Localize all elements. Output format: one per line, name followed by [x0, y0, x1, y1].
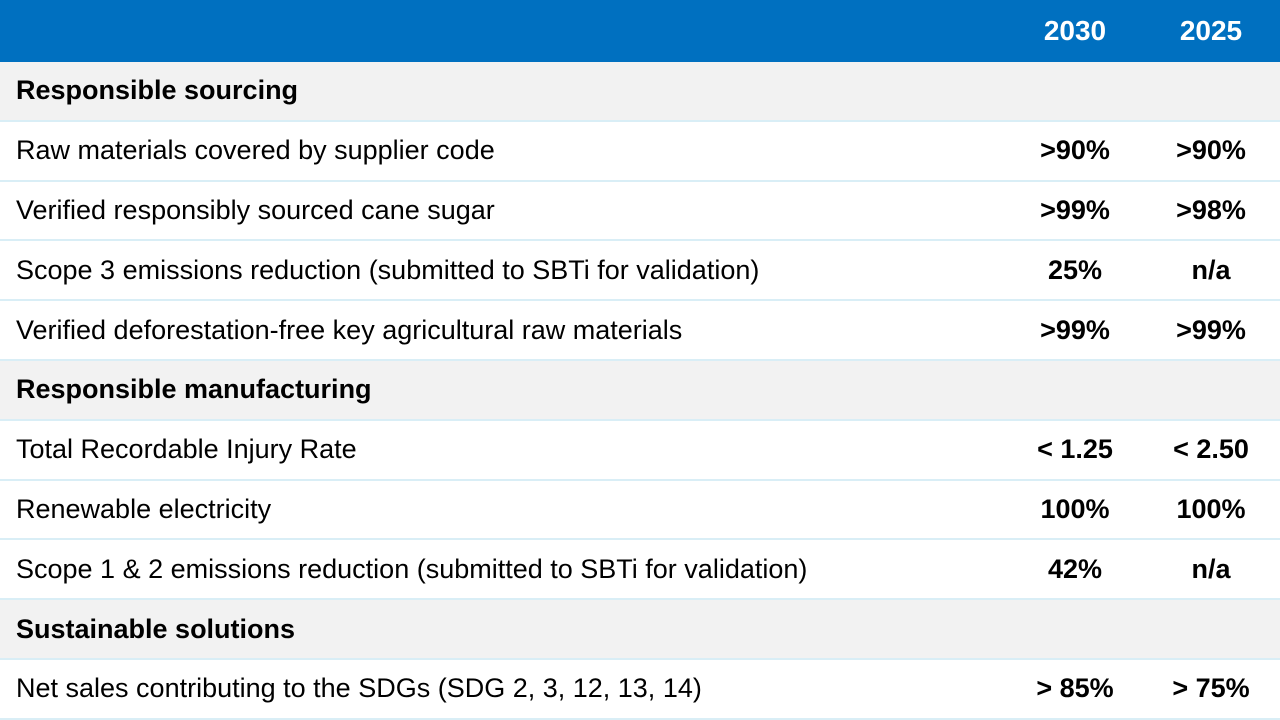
table-row: Renewable electricity 100% 100%: [0, 480, 1280, 541]
value-2025: > 75%: [1172, 673, 1250, 704]
value-2025: < 2.50: [1173, 434, 1249, 465]
row-label: Responsible manufacturing: [16, 374, 372, 405]
value-2025: >98%: [1176, 194, 1246, 225]
row-label: Verified deforestation-free key agricult…: [16, 314, 683, 345]
section-row-responsible-sourcing: Responsible sourcing: [0, 62, 1280, 122]
value-2025: n/a: [1191, 553, 1231, 584]
header-2025: 2025: [1179, 15, 1243, 46]
table-header: 2030 2025: [0, 0, 1280, 62]
section-row-sustainable-solutions: Sustainable solutions: [0, 600, 1280, 660]
table-row: Raw materials covered by supplier code >…: [0, 121, 1280, 182]
table-row: Verified deforestation-free key agricult…: [0, 301, 1280, 361]
row-label: Scope 3 emissions reduction (submitted t…: [16, 254, 760, 285]
table-row: Total Recordable Injury Rate < 1.25 < 2.…: [0, 420, 1280, 481]
row-label: Sustainable solutions: [16, 613, 296, 644]
table-row: Verified responsibly sourced cane sugar …: [0, 181, 1280, 242]
header-2030: 2030: [1043, 15, 1107, 46]
row-label: Raw materials covered by supplier code: [16, 135, 495, 166]
value-2025: 100%: [1176, 493, 1246, 524]
table-row: Net sales contributing to the SDGs (SDG …: [0, 659, 1280, 720]
value-2025: >90%: [1176, 135, 1246, 166]
row-label: Scope 1 & 2 emissions reduction (submitt…: [16, 553, 808, 584]
section-row-responsible-manufacturing: Responsible manufacturing: [0, 360, 1280, 421]
table-row: Scope 1 & 2 emissions reduction (submitt…: [0, 540, 1280, 601]
value-2030: < 1.25: [1037, 434, 1113, 465]
value-2030: 25%: [1047, 254, 1103, 285]
row-label: Net sales contributing to the SDGs (SDG …: [16, 673, 702, 704]
value-2030: >99%: [1040, 314, 1110, 345]
value-2025: >99%: [1176, 314, 1246, 345]
value-2030: >99%: [1040, 194, 1110, 225]
value-2030: > 85%: [1036, 673, 1114, 704]
value-2030: 42%: [1047, 553, 1103, 584]
value-2030: 100%: [1040, 493, 1110, 524]
value-2025: n/a: [1191, 254, 1231, 285]
row-label: Renewable electricity: [16, 493, 272, 524]
value-2030: >90%: [1040, 135, 1110, 166]
row-label: Responsible sourcing: [16, 75, 299, 106]
row-label: Total Recordable Injury Rate: [16, 434, 357, 465]
table-row: Scope 3 emissions reduction (submitted t…: [0, 241, 1280, 302]
row-label: Verified responsibly sourced cane sugar: [16, 194, 495, 225]
